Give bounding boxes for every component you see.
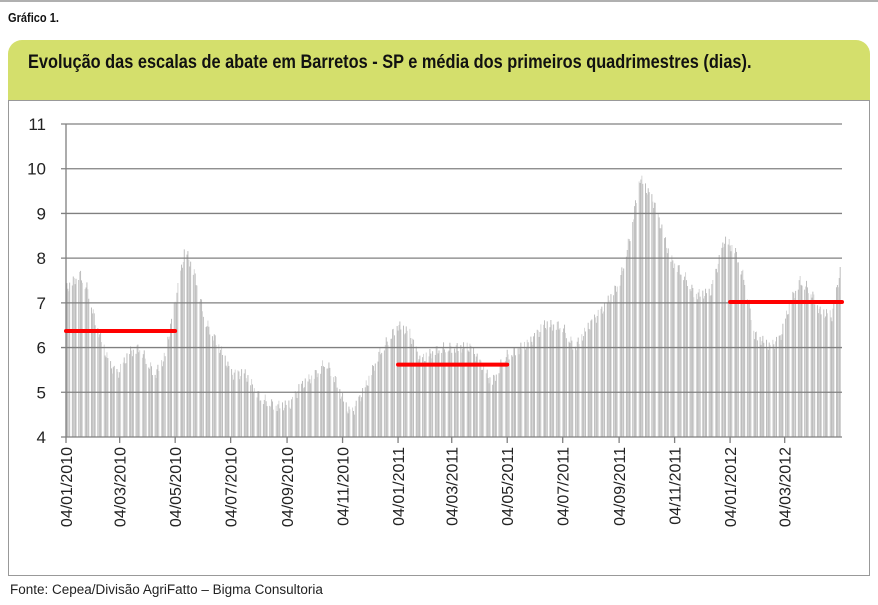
chart-title: Evolução das escalas de abate em Barreto… — [28, 52, 752, 73]
x-tick-label: 04/07/2010 — [224, 447, 241, 527]
y-tick-label: 11 — [28, 115, 46, 134]
y-tick-label: 6 — [37, 339, 46, 358]
x-tick-label: 04/09/2010 — [280, 447, 297, 527]
figure-label: Gráfico 1. — [8, 10, 59, 25]
x-tick-label: 04/11/2010 — [336, 447, 353, 526]
x-tick-label: 04/01/2012 — [723, 447, 740, 527]
x-tick-label: 04/09/2011 — [612, 447, 629, 526]
x-tick-label: 04/05/2011 — [500, 447, 517, 526]
x-tick-label: 04/05/2010 — [168, 447, 185, 527]
y-tick-label: 7 — [37, 294, 46, 313]
y-tick-label: 9 — [37, 204, 46, 223]
x-tick-label: 04/11/2011 — [668, 447, 685, 525]
x-tick-label: 04/07/2011 — [556, 447, 573, 526]
y-tick-label: 5 — [37, 383, 46, 402]
y-tick-label: 4 — [37, 428, 46, 447]
x-tick-label: 04/03/2011 — [445, 447, 462, 526]
chart-panel — [8, 100, 870, 576]
source-note: Fonte: Cepea/Divisão AgriFatto – Bigma C… — [10, 582, 323, 597]
x-tick-label: 04/01/2010 — [59, 447, 76, 527]
top-divider — [0, 0, 878, 2]
x-tick-label: 04/01/2011 — [391, 447, 408, 526]
y-tick-label: 10 — [27, 160, 46, 179]
x-tick-label: 04/03/2012 — [778, 447, 795, 527]
y-tick-label: 8 — [37, 249, 46, 268]
x-tick-label: 04/03/2010 — [113, 447, 130, 527]
title-box: Evolução das escalas de abate em Barreto… — [8, 40, 870, 102]
